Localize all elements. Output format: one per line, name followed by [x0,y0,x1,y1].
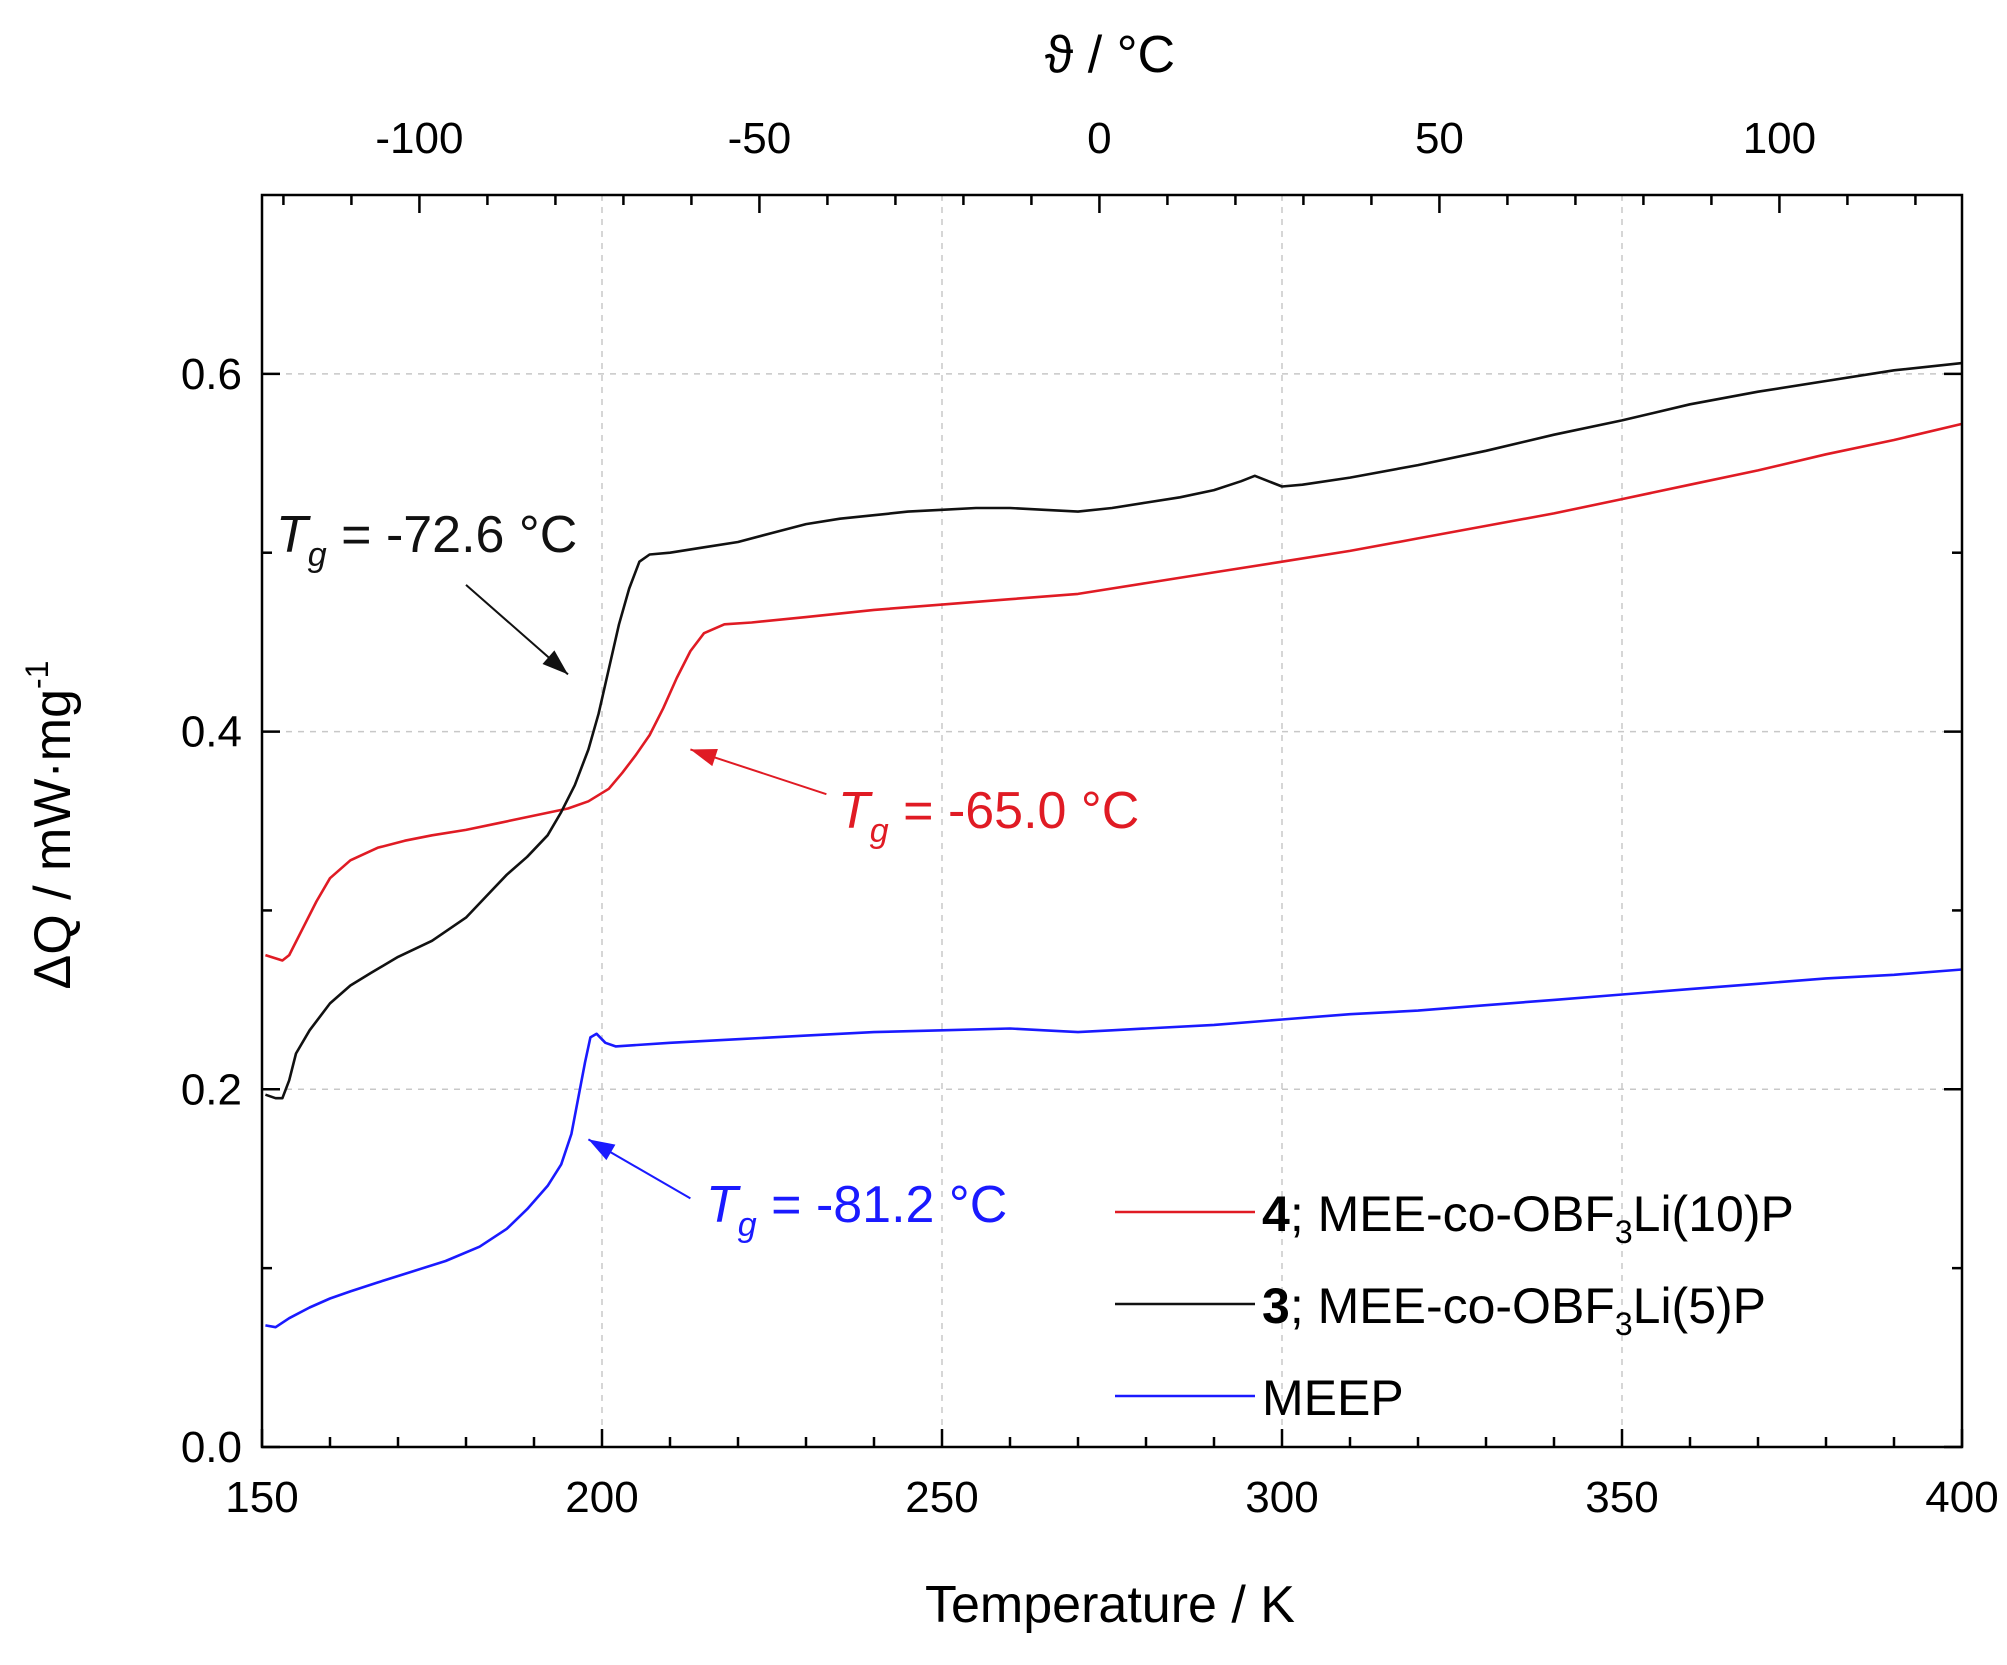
annotation-symbol: T [838,782,873,840]
top-axis-title: ϑ / °C [1045,26,1175,84]
annotation-label-ameep: Tg = -81.2 °C [706,1176,1007,1244]
annotation-value: = -65.0 °C [889,782,1140,840]
annotation-symbol: T [276,506,311,564]
annotation-value: = -72.6 °C [327,506,578,564]
annotation-label-a4: Tg = -65.0 °C [838,782,1139,850]
y-axis-title-text: ΔQ / mW·mg [24,689,82,989]
top-tick-label: 50 [1415,114,1464,163]
top-tick-label: 0 [1087,114,1111,163]
annotation-subscript: g [870,812,889,850]
top-tick-label: -50 [728,114,792,163]
x-tick-label: 400 [1925,1473,1998,1522]
legend-label-meep: MEEP [1262,1370,1404,1426]
legend-compound-number: 3 [1262,1278,1290,1334]
tg-annotations: Tg = -72.6 °CTg = -65.0 °CTg = -81.2 °C [276,506,1139,1244]
annotation-symbol: T [706,1176,741,1234]
top-tick-label: -100 [375,114,463,163]
annotation-value: = -81.2 °C [757,1176,1008,1234]
annotation-label-a3: Tg = -72.6 °C [276,506,577,574]
grid-lines [262,195,1962,1447]
y-tick-label: 0.2 [181,1065,242,1114]
annotation-arrowhead-ameep [588,1139,616,1161]
legend-label-s4: 4; MEE-co-OBF3Li(10)P [1262,1186,1794,1250]
annotation-arrowhead-a3 [542,650,568,675]
annotation-arrowhead-a4 [690,749,718,767]
y-tick-label: 0.6 [181,350,242,399]
series-line-meep [265,968,1963,1329]
legend: 4; MEE-co-OBF3Li(10)P3; MEE-co-OBF3Li(5)… [1115,1186,1794,1426]
y-tick-label: 0.4 [181,708,242,757]
x-tick-label: 300 [1245,1473,1318,1522]
legend-subscript: 3 [1615,1306,1633,1342]
plot-frame [260,193,1964,1449]
series-traces [264,361,1963,1329]
x-tick-label: 150 [225,1473,298,1522]
top-tick-label: 100 [1743,114,1816,163]
annotation-subscript: g [738,1206,757,1244]
y-tick-label: 0.0 [181,1423,242,1472]
x-tick-label: 200 [565,1473,638,1522]
legend-name: MEEP [1262,1370,1404,1426]
legend-name-suffix: Li(10)P [1633,1186,1794,1242]
y-axis-title: ΔQ / mW·mg-1 [19,661,82,990]
series-line-s3 [264,361,1963,1100]
annotation-subscript: g [308,536,327,574]
axis-ticks: 150 200 250 300 350 400 -100 -50 0 50 100 0.0 0.2 0.4… [181,114,1999,1522]
legend-label-s3: 3; MEE-co-OBF3Li(5)P [1262,1278,1766,1342]
x-tick-label: 250 [905,1473,978,1522]
x-tick-label: 350 [1585,1473,1658,1522]
y-axis-title-superscript: -1 [19,661,55,689]
legend-name: ; MEE-co-OBF [1290,1278,1615,1334]
series-line-s4 [265,422,1963,962]
x-axis-title: Temperature / K [925,1576,1295,1634]
legend-subscript: 3 [1615,1214,1633,1250]
legend-name-suffix: Li(5)P [1633,1278,1766,1334]
legend-name: ; MEE-co-OBF [1290,1186,1615,1242]
legend-compound-number: 4 [1262,1186,1290,1242]
